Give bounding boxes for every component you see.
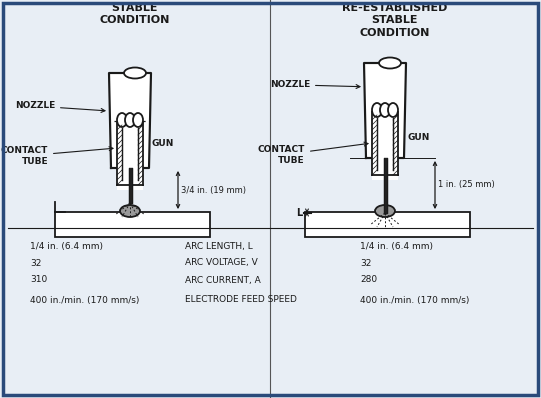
Bar (372, 110, 398, 180)
Polygon shape (364, 63, 406, 158)
Text: GUN: GUN (152, 139, 174, 148)
Text: 32: 32 (360, 258, 371, 267)
Text: CONTACT
TUBE: CONTACT TUBE (258, 142, 368, 165)
Text: ARC VOLTAGE, V: ARC VOLTAGE, V (185, 258, 258, 267)
Text: ARC LENGTH, L: ARC LENGTH, L (185, 242, 253, 250)
Text: L: L (296, 207, 302, 217)
Ellipse shape (120, 205, 140, 217)
Text: 1 in. (25 mm): 1 in. (25 mm) (438, 181, 495, 189)
Ellipse shape (388, 103, 398, 117)
Ellipse shape (379, 57, 401, 68)
Text: RE-ESTABLISHED
STABLE
CONDITION: RE-ESTABLISHED STABLE CONDITION (342, 3, 448, 38)
Text: GUN: GUN (407, 133, 430, 142)
Ellipse shape (372, 103, 382, 117)
Text: 400 in./min. (170 mm/s): 400 in./min. (170 mm/s) (360, 295, 470, 304)
Text: NOZZLE: NOZZLE (15, 101, 105, 112)
Ellipse shape (117, 113, 127, 127)
Text: 400 in./min. (170 mm/s): 400 in./min. (170 mm/s) (30, 295, 140, 304)
Text: CONTACT
TUBE: CONTACT TUBE (1, 146, 113, 166)
Text: 1/4 in. (6.4 mm): 1/4 in. (6.4 mm) (30, 242, 103, 250)
Ellipse shape (125, 113, 135, 127)
Ellipse shape (124, 68, 146, 78)
Bar (55, 212, 210, 237)
Text: STABLE
CONDITION: STABLE CONDITION (100, 3, 170, 25)
Text: ELECTRODE FEED SPEED: ELECTRODE FEED SPEED (185, 295, 297, 304)
Text: 310: 310 (30, 275, 47, 285)
Text: NOZZLE: NOZZLE (270, 80, 360, 89)
Text: 280: 280 (360, 275, 377, 285)
Ellipse shape (375, 205, 395, 217)
Bar (117, 120, 143, 190)
Ellipse shape (380, 103, 390, 117)
Text: ARC CURRENT, A: ARC CURRENT, A (185, 275, 261, 285)
Bar (305, 212, 470, 237)
Text: 1/4 in. (6.4 mm): 1/4 in. (6.4 mm) (360, 242, 433, 250)
Text: 32: 32 (30, 258, 41, 267)
Ellipse shape (133, 113, 143, 127)
Text: 3/4 in. (19 mm): 3/4 in. (19 mm) (181, 185, 246, 195)
Polygon shape (109, 73, 151, 168)
